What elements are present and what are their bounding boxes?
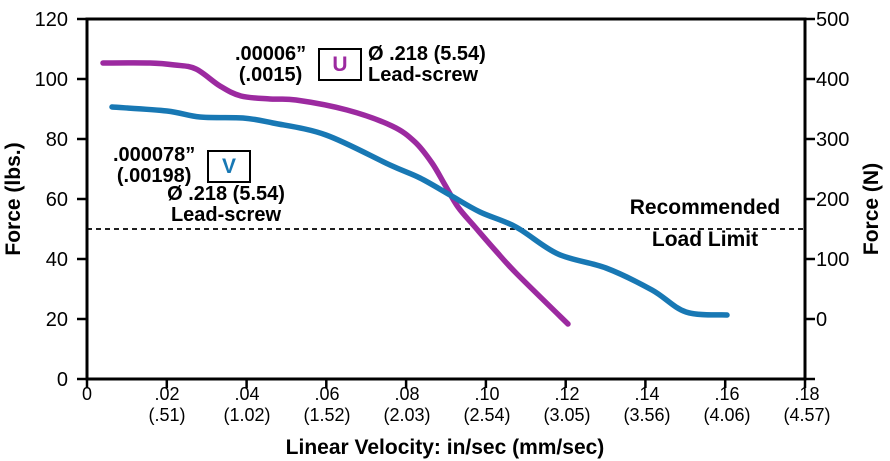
svg-text:Force (N): Force (N) xyxy=(860,163,883,255)
svg-text:Force (lbs.): Force (lbs.) xyxy=(2,142,25,255)
